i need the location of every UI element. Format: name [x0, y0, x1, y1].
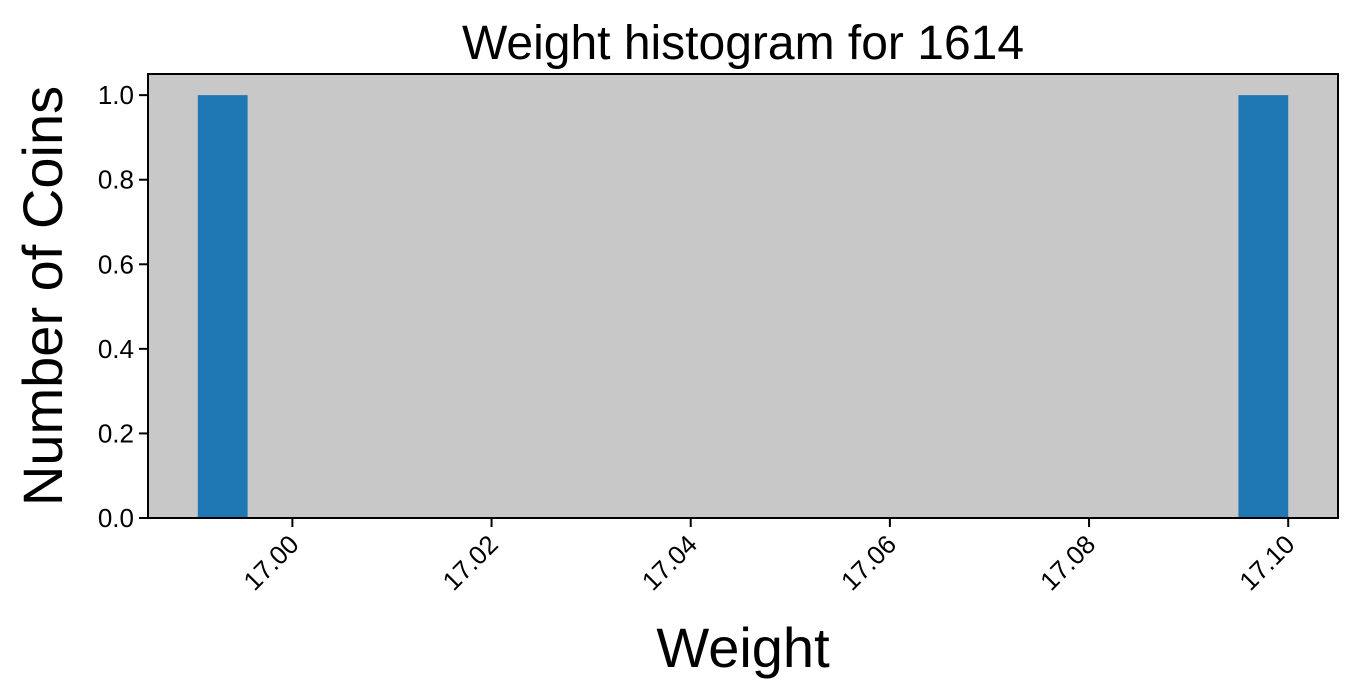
- y-tick-label: 0.4: [98, 334, 134, 364]
- plot-frame: [147, 73, 1339, 519]
- y-ticks-layer: 0.0 0.2 0.4 0.6 0.8 1.0: [98, 80, 148, 533]
- bars-layer: [197, 95, 1289, 518]
- x-axis-label: Weight: [656, 616, 830, 679]
- y-tick-label: 0.0: [98, 503, 134, 533]
- x-tick-label: 17.00: [237, 529, 304, 596]
- y-tick-label: 0.8: [98, 165, 134, 195]
- x-tick-label: 17.06: [835, 529, 902, 596]
- y-tick-label: 0.6: [98, 249, 134, 279]
- histogram-bar: [197, 95, 248, 518]
- chart-title: Weight histogram for 1614: [462, 17, 1024, 70]
- x-tick-label: 17.02: [437, 529, 504, 596]
- y-tick-label: 1.0: [98, 80, 134, 110]
- y-tick-label: 0.2: [98, 418, 134, 448]
- plot-area: [148, 74, 1338, 518]
- histogram-bar: [1238, 95, 1289, 518]
- x-tick-label: 17.10: [1233, 529, 1300, 596]
- x-tick-label: 17.08: [1034, 529, 1101, 596]
- x-tick-label: 17.04: [636, 529, 703, 596]
- x-ticks-layer: 17.00 17.02 17.04 17.06 17.08 17.10: [237, 518, 1300, 596]
- y-axis-label: Number of Coins: [11, 86, 74, 506]
